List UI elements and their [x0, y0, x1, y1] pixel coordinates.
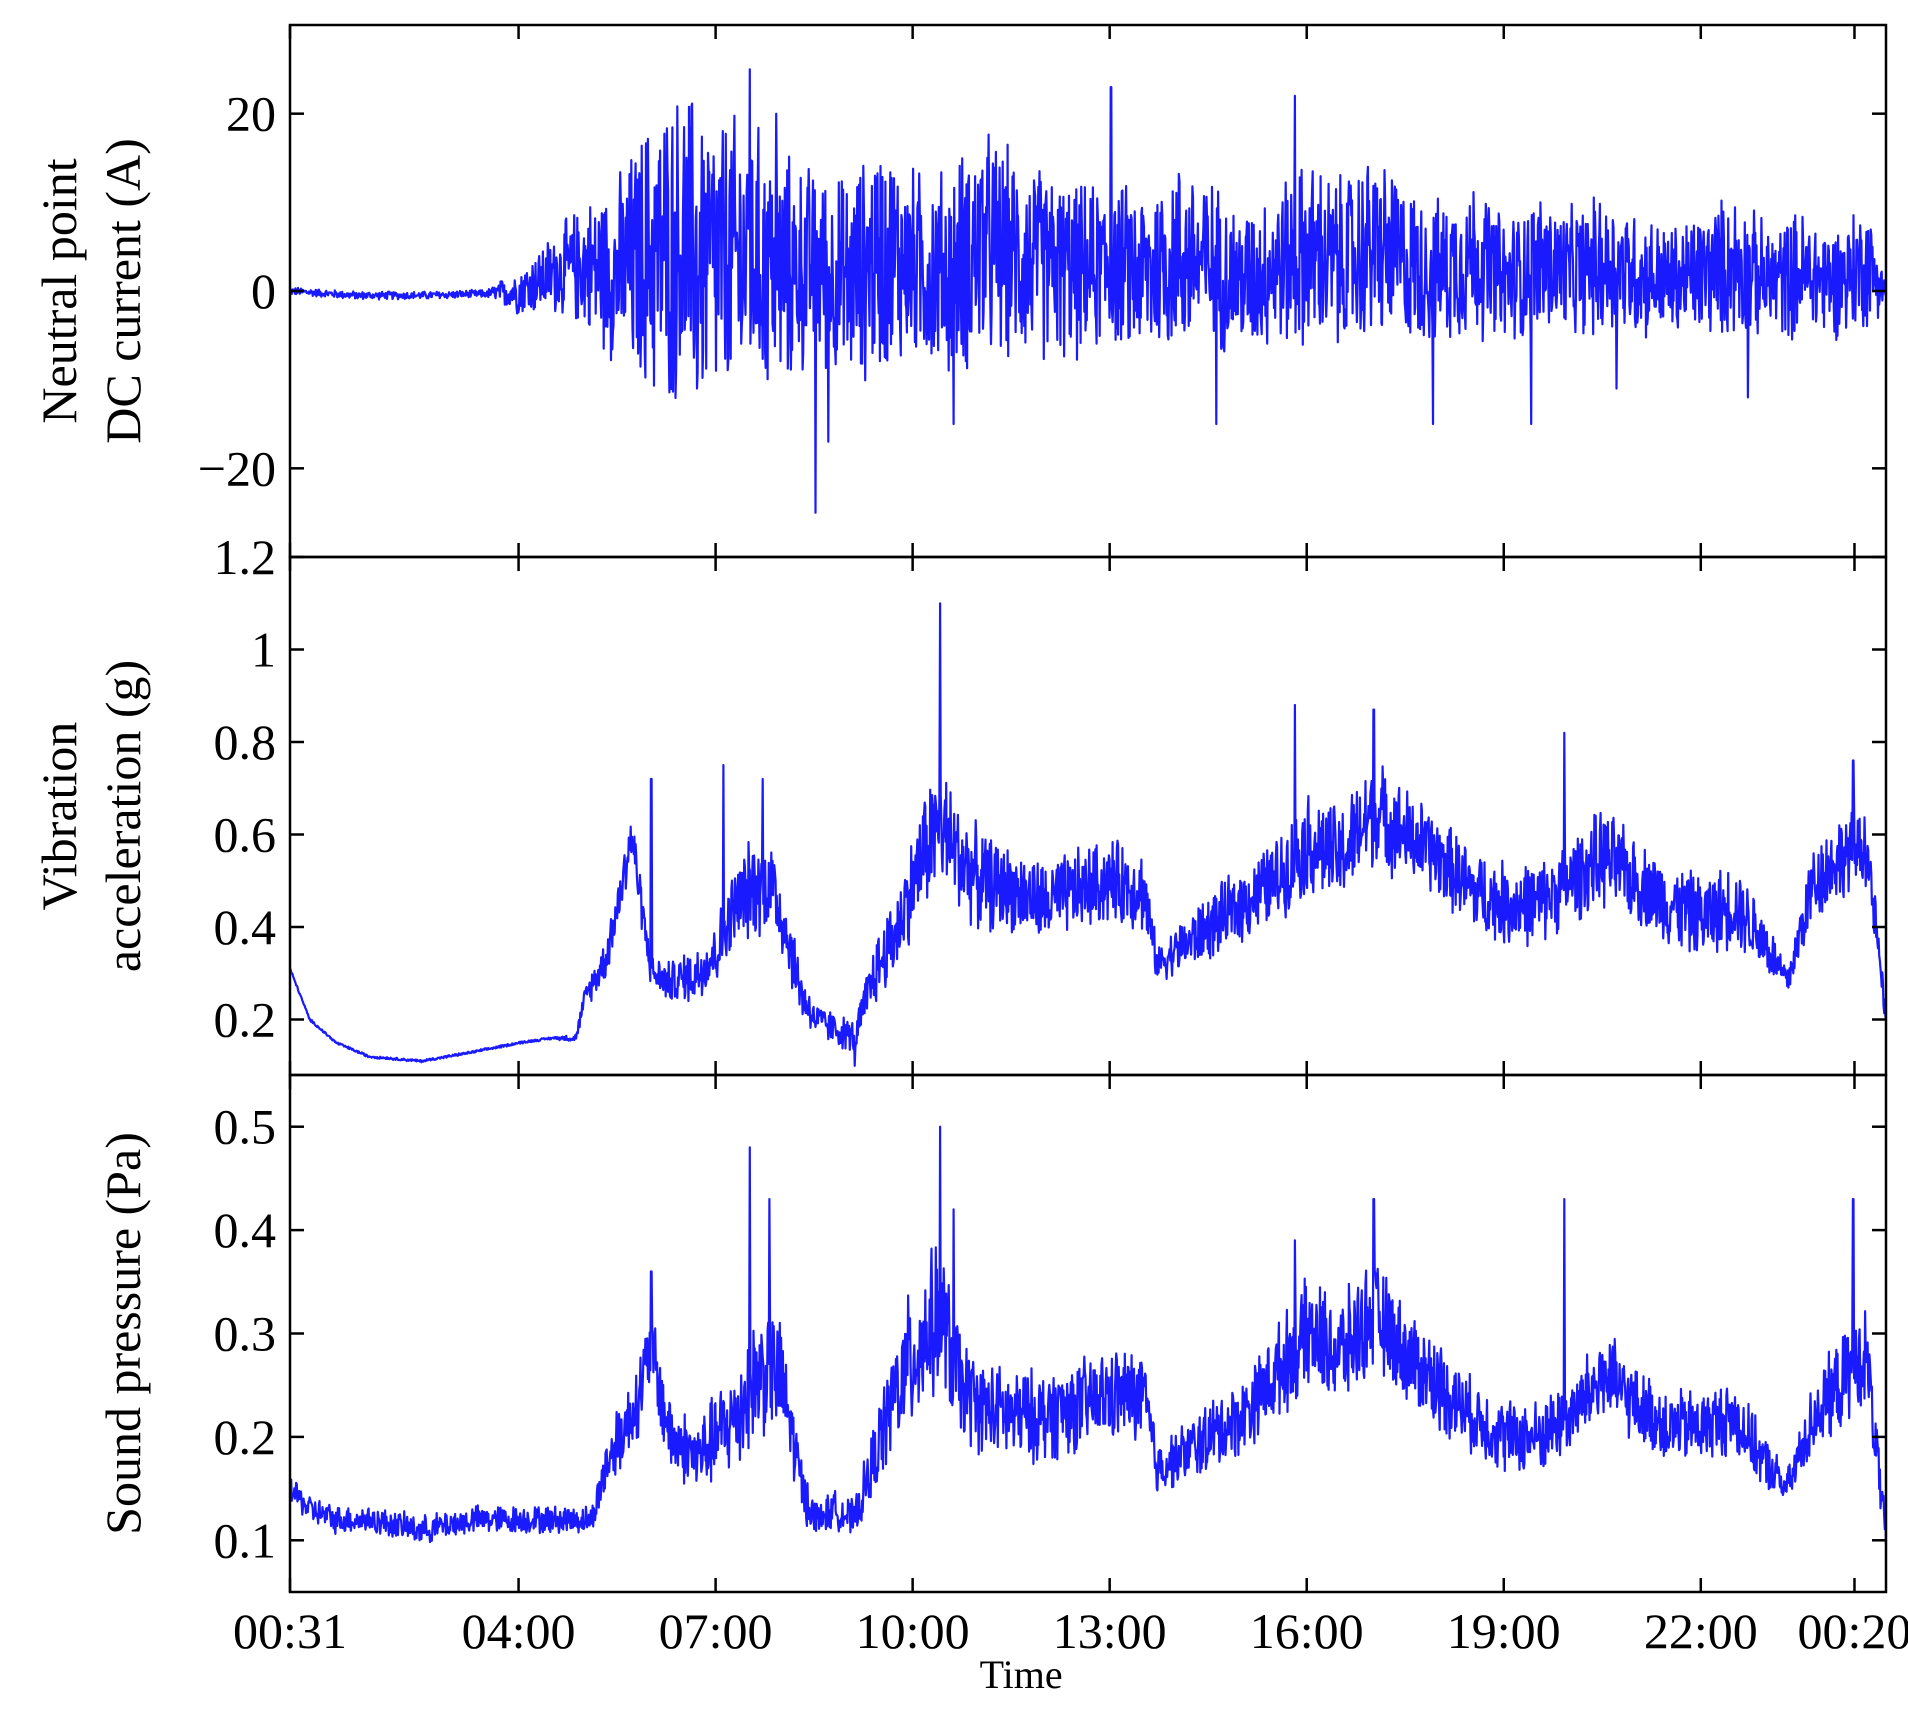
x-tick-label: 16:00	[1250, 1603, 1364, 1659]
panel-neutral-current: −20 0 20 Neutral point DC current (A)	[31, 23, 1888, 559]
series-line-middle	[290, 602, 1886, 1067]
x-axis-label: Time	[980, 1652, 1063, 1697]
y-axis-label: acceleration (g)	[95, 660, 151, 972]
x-axis: 00:31 04:00 07:00 10:00 13:00 16:00 19:00 22:00…	[233, 1603, 1908, 1697]
panel-sound-pressure: 0.1 0.2 0.3 0.4 0.5 Sound pressure (Pa)	[95, 1073, 1888, 1594]
y-tick-label: 0.5	[214, 1099, 277, 1155]
panel-vibration: 0.2 0.4 0.6 0.8 1 1.2 Vibration acceleration (g…	[31, 529, 1888, 1077]
x-tick-label: 04:00	[462, 1603, 576, 1659]
y-tick-label: 0.3	[214, 1306, 277, 1362]
y-axis-label: Vibration	[31, 722, 87, 911]
x-tick-label: 00:31	[233, 1603, 347, 1659]
x-tick-label: 22:00	[1644, 1603, 1758, 1659]
y-axis-label: DC current (A)	[95, 138, 151, 443]
y-axis-label: Neutral point	[31, 158, 87, 423]
y-tick-label: 1.2	[214, 529, 277, 585]
x-tick-label: 07:00	[659, 1603, 773, 1659]
y-tick-label: 20	[226, 86, 276, 142]
x-tick-label: 10:00	[856, 1603, 970, 1659]
series-line-bottom	[290, 1125, 1886, 1545]
y-axis-label: Sound pressure (Pa)	[95, 1132, 151, 1535]
series-line-top	[290, 68, 1886, 514]
y-tick-label: 0.6	[214, 807, 277, 863]
y-tick-label: 0.4	[214, 899, 277, 955]
y-tick-label: 0.2	[214, 992, 277, 1048]
y-tick-label: 0	[251, 263, 276, 319]
x-tick-label: 13:00	[1053, 1603, 1167, 1659]
x-tick-label: 19:00	[1447, 1603, 1561, 1659]
y-tick-label: −20	[198, 440, 276, 496]
plot-frame-middle	[288, 555, 1888, 1077]
y-tick-label: 0.4	[214, 1202, 277, 1258]
x-tick-label: 00:20	[1798, 1603, 1908, 1659]
plot-frame-bottom	[288, 1073, 1888, 1594]
y-tick-label: 0.1	[214, 1512, 277, 1568]
y-tick-label: 1	[251, 622, 276, 678]
y-tick-label: 0.8	[214, 714, 277, 770]
y-tick-label: 0.2	[214, 1409, 277, 1465]
